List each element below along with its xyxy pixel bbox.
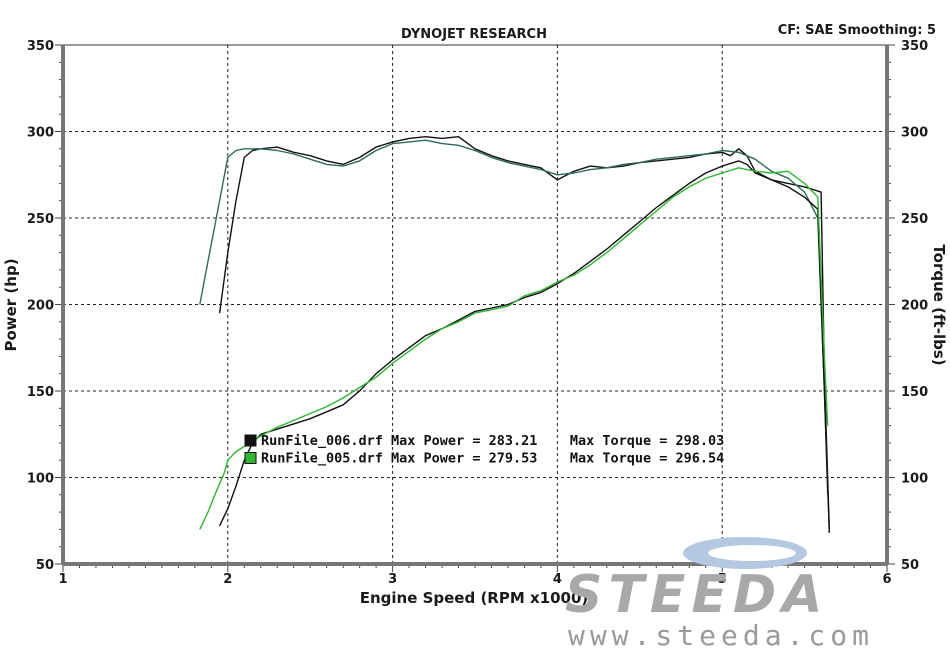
y-tick-label-right: 200 <box>901 299 928 314</box>
plot-frame <box>62 44 888 565</box>
y-tick-label-right: 250 <box>901 212 928 227</box>
grid-lines <box>63 45 887 564</box>
x-tick-labels: 1 2 3 4 5 6 <box>58 572 891 587</box>
y-tick-label-left: 150 <box>27 385 54 400</box>
y-axis-title-left: Power (hp) <box>2 258 20 351</box>
y-tick-label-right: 50 <box>901 558 919 573</box>
legend: RunFile_006.drf Max Power = 283.21 Max T… <box>244 433 724 467</box>
y-tick-label-right: 300 <box>901 126 928 141</box>
chart-header-right: CF: SAE Smoothing: 5 <box>778 23 936 38</box>
x-tick-label: 1 <box>58 572 67 587</box>
legend-swatch <box>244 434 257 447</box>
series-line-1 <box>218 135 830 530</box>
y-tick-labels-left: 50 100 150 200 250 300 350 <box>27 39 54 573</box>
y-tick-label-left: 100 <box>27 472 54 487</box>
y-tick-label-right: 350 <box>901 39 928 54</box>
series-line-4 <box>199 167 829 530</box>
watermark-url: www.steeda.com <box>568 619 874 650</box>
x-axis-title: Engine Speed (RPM x1000) <box>360 589 589 607</box>
steeda-watermark: STEEDA www.steeda.com <box>565 537 874 650</box>
watermark-brand: STEEDA <box>565 565 828 625</box>
y-tick-label-left: 350 <box>27 39 54 54</box>
y-tick-label-left: 300 <box>27 126 54 141</box>
series-line-2 <box>199 139 829 495</box>
y-axis-title-right: Torque (ft-lbs) <box>930 244 948 365</box>
x-tick-label: 2 <box>223 572 232 587</box>
legend-entry: RunFile_005.drf Max Power = 279.53 Max T… <box>261 451 724 467</box>
x-tick-label: 6 <box>882 572 891 587</box>
x-tick-label: 3 <box>388 572 397 587</box>
axes <box>61 45 889 566</box>
y-tick-labels-right: 50 100 150 200 250 300 350 <box>901 39 928 573</box>
y-tick-label-left: 250 <box>27 212 54 227</box>
chart-title: DYNOJET RESEARCH <box>401 27 547 42</box>
x-tick-label: 4 <box>553 572 562 587</box>
legend-swatch <box>244 452 257 464</box>
series-lines <box>199 135 830 533</box>
y-tick-label-right: 150 <box>901 385 928 400</box>
x-tick-label: 5 <box>718 572 727 587</box>
y-tick-label-right: 100 <box>901 472 928 487</box>
y-tick-label-left: 50 <box>36 558 54 573</box>
y-tick-label-left: 200 <box>27 299 54 314</box>
minor-ticks <box>55 44 895 572</box>
series-line-3 <box>218 160 830 533</box>
legend-entry: RunFile_006.drf Max Power = 283.21 Max T… <box>261 433 724 449</box>
